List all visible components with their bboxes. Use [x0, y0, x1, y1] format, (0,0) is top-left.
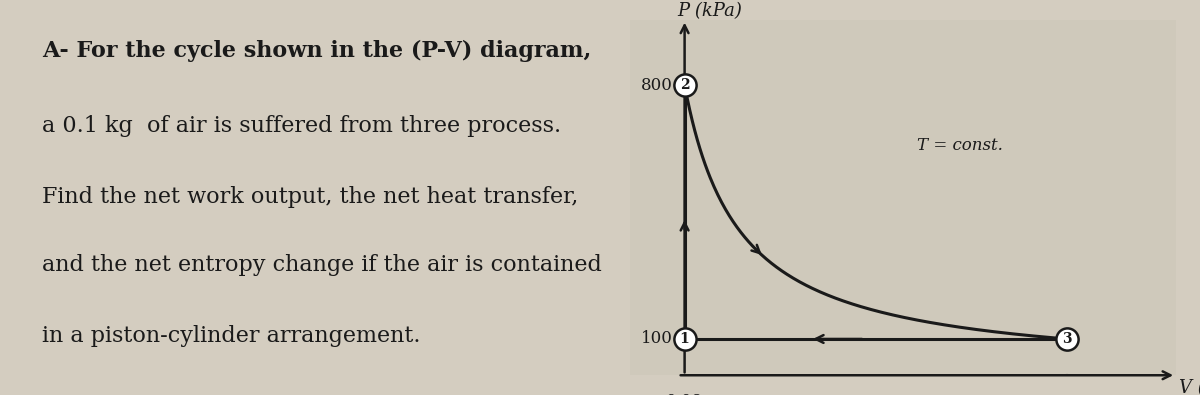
Text: and the net entropy change if the air is contained: and the net entropy change if the air is… [42, 254, 602, 276]
Text: P (kPa): P (kPa) [678, 2, 743, 20]
Text: V (m³): V (m³) [1178, 379, 1200, 395]
Text: 2: 2 [679, 78, 690, 92]
Text: A- For the cycle shown in the (P-V) diagram,: A- For the cycle shown in the (P-V) diag… [42, 40, 592, 62]
Text: 0.08: 0.08 [666, 393, 703, 395]
Text: 800: 800 [641, 77, 672, 94]
Text: T = const.: T = const. [917, 137, 1002, 154]
Text: 3: 3 [1062, 332, 1072, 346]
Text: a 0.1 kg  of air is suffered from three process.: a 0.1 kg of air is suffered from three p… [42, 115, 562, 137]
Text: Find the net work output, the net heat transfer,: Find the net work output, the net heat t… [42, 186, 578, 209]
Text: 1: 1 [679, 332, 690, 346]
Text: in a piston-cylinder arrangement.: in a piston-cylinder arrangement. [42, 325, 421, 347]
Text: 100: 100 [641, 331, 672, 348]
